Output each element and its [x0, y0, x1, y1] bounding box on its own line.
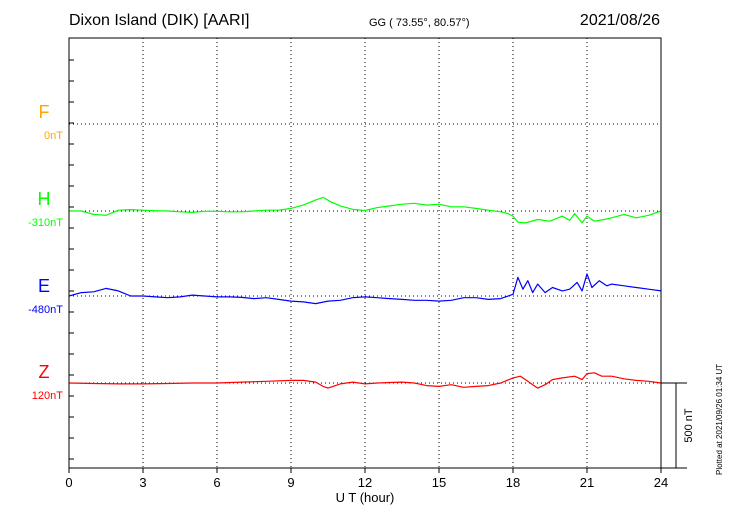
- series-name-h: H: [38, 189, 51, 209]
- series-line-e: [68, 273, 662, 305]
- series-baseline-z: 120nT: [32, 390, 63, 402]
- series-labels: F 0nT H -310nT E -480nT Z 120nT: [28, 102, 63, 402]
- x-axis-ticks: 0 3 6 9 12 15 18 21 24: [65, 59, 668, 490]
- x-tick-label: 18: [506, 475, 520, 490]
- series-baseline-f: 0nT: [44, 130, 63, 142]
- series-line-z: [68, 372, 662, 389]
- series-name-f: F: [39, 102, 50, 122]
- grid-lines: [69, 38, 661, 468]
- series-line-h: [69, 196, 662, 224]
- series-lines: [68, 196, 662, 389]
- scale-bar: 500 nT: [661, 382, 695, 469]
- series-name-e: E: [38, 276, 50, 296]
- x-tick-label: 3: [139, 475, 146, 490]
- x-tick-label: 15: [432, 475, 446, 490]
- series-baseline-e: -480nT: [28, 304, 63, 316]
- x-tick-label: 9: [287, 475, 294, 490]
- chart-date: 2021/08/26: [579, 12, 660, 29]
- scale-bar-label: 500 nT: [683, 408, 695, 443]
- x-tick-label: 0: [65, 475, 72, 490]
- station-coordinates: GG ( 73.55°, 80.57°): [369, 17, 470, 29]
- station-title: Dixon Island (DIK) [AARI]: [69, 12, 250, 29]
- x-tick-label: 6: [213, 475, 220, 490]
- series-name-z: Z: [39, 362, 50, 382]
- x-axis-label: U T (hour): [336, 490, 395, 505]
- series-baseline-h: -310nT: [28, 217, 63, 229]
- x-tick-label: 12: [358, 475, 372, 490]
- x-tick-label: 21: [580, 475, 594, 490]
- plotted-timestamp: Plotted at 2021/09/26 01:34 UT: [715, 363, 724, 475]
- x-tick-label: 24: [654, 475, 668, 490]
